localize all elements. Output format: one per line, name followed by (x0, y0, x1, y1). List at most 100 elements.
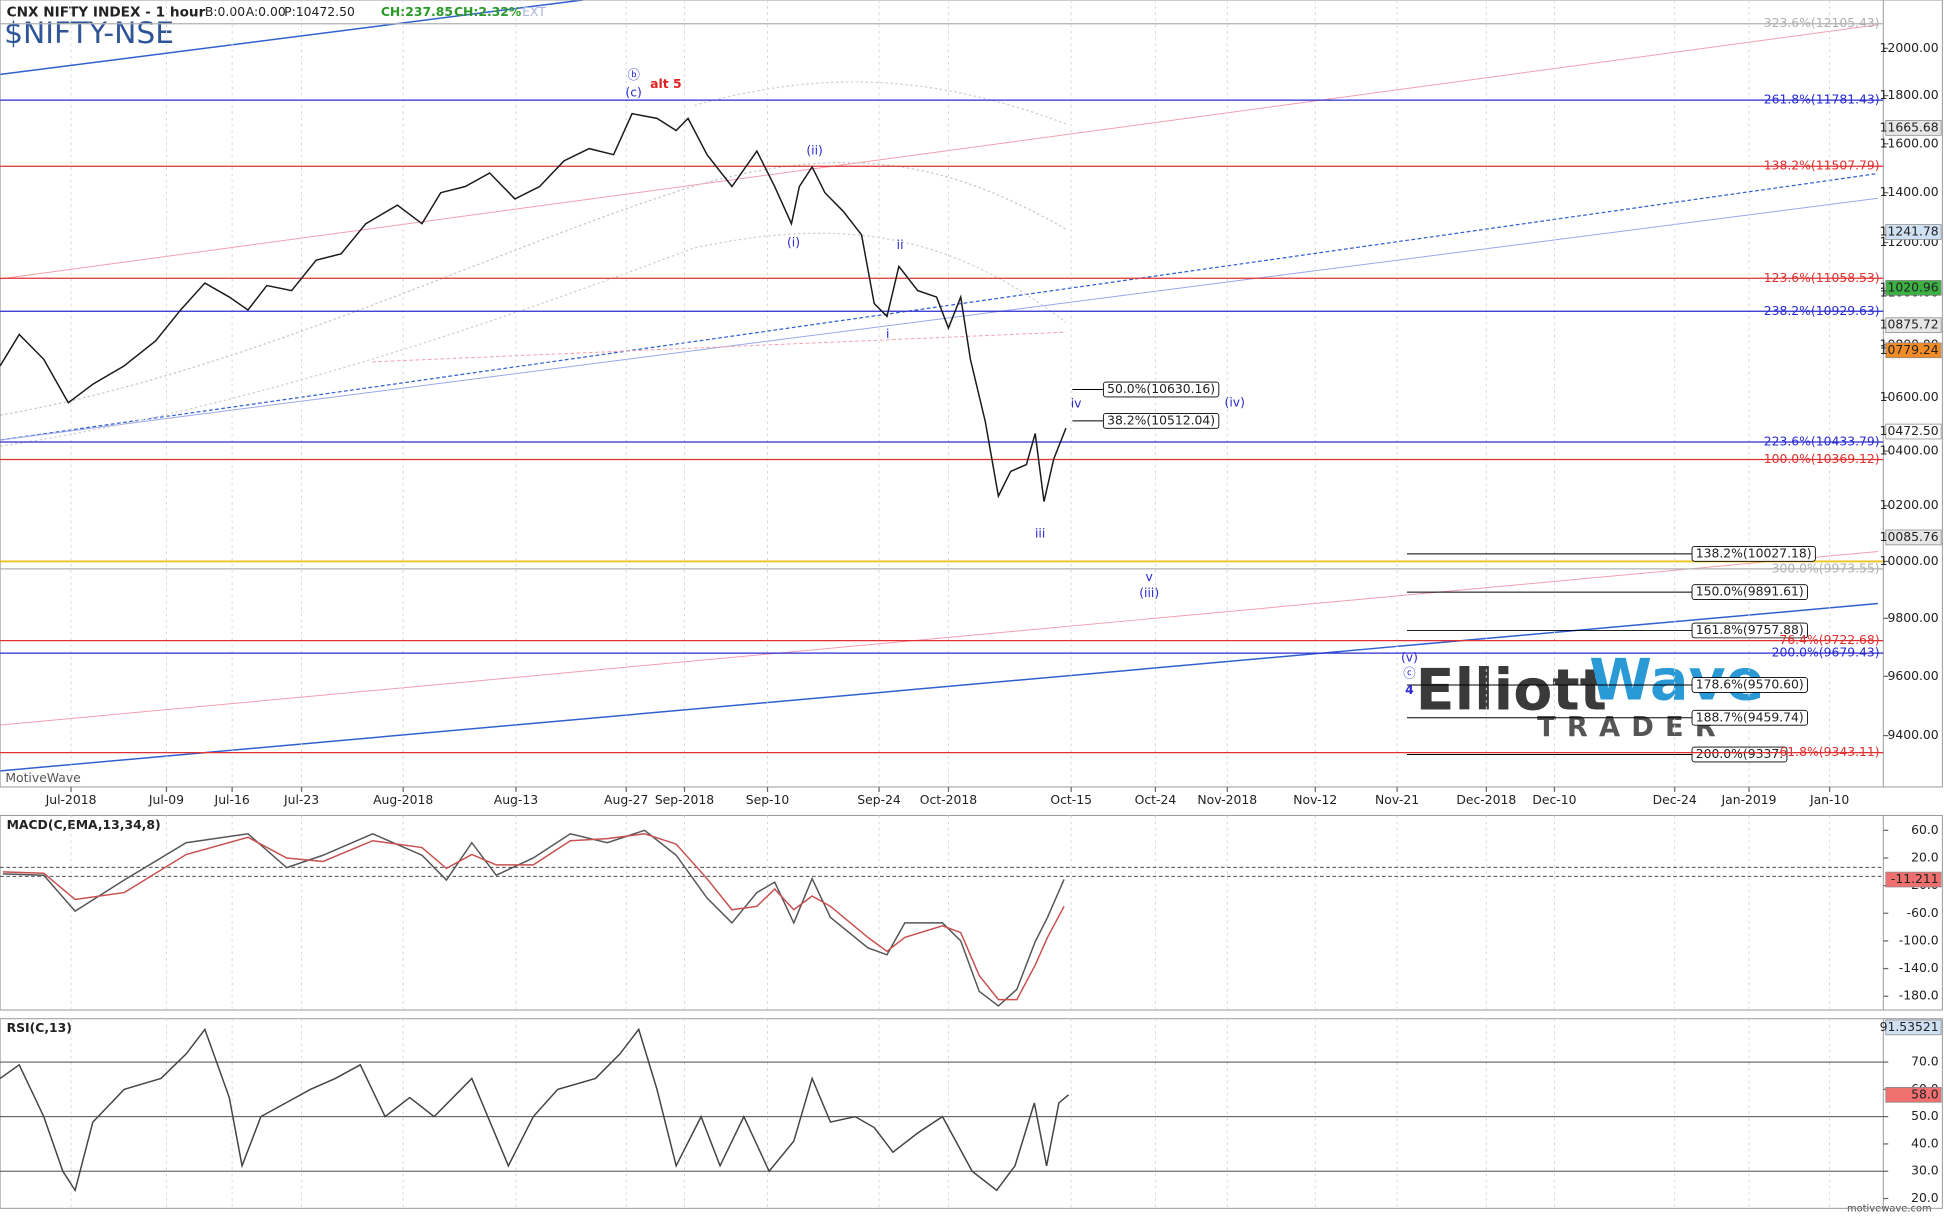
level-label: 200.0%(9337. (1696, 746, 1783, 761)
panel-title: RSI(C,13) (7, 1020, 72, 1035)
y-tick-label: 10400.00 (1880, 443, 1939, 458)
wave-label: (iv) (1225, 394, 1245, 409)
price-tag-label: 10472.50 (1880, 423, 1939, 438)
x-tick-label: Sep-2018 (655, 792, 714, 807)
y-tick-label: 20.0 (1911, 849, 1939, 864)
y-tick-label: 70.0 (1911, 1054, 1939, 1069)
x-tick-label: Jul-09 (148, 792, 184, 807)
chart-title: CNX NIFTY INDEX - 1 hour (7, 4, 206, 20)
y-tick-label: 50.0 (1911, 1108, 1939, 1123)
series-line (0, 1027, 1070, 1193)
y-tick-label: -100.0 (1899, 932, 1939, 947)
level-label: 323.6%(12105.43) (1764, 15, 1880, 30)
level-box (1102, 381, 1220, 398)
y-tick-label: -60.0 (1907, 905, 1939, 920)
level-box (1691, 746, 1788, 763)
wave-label: v (1146, 569, 1153, 584)
x-tick-label: Jul-16 (214, 792, 250, 807)
quote-field: B:0.00 (205, 4, 245, 19)
trendline (0, 197, 1878, 441)
y-tick-label: 11600.00 (1880, 135, 1939, 150)
trendlines (0, 0, 1879, 772)
level-label: 123.6%(11058.53) (1764, 270, 1880, 285)
level-label: 76.4%(9722.68) (1779, 632, 1879, 647)
quote-field: P:10472.50 (284, 4, 355, 19)
x-tick-label: Dec-2018 (1456, 792, 1516, 807)
price-tag (1885, 871, 1942, 888)
level-box (1691, 622, 1808, 639)
price-tag-label: 10085.76 (1880, 529, 1939, 544)
wave-label: iv (1071, 396, 1082, 411)
watermark: MotiveWave (5, 770, 80, 785)
x-tick-label: Nov-12 (1293, 792, 1337, 807)
x-tick-label: Jan-10 (1809, 792, 1849, 807)
wave-label: ⓒ (1403, 666, 1415, 681)
wave-label: (c) (625, 84, 641, 99)
footer: motivewave.com (1847, 1203, 1932, 1214)
level-label: 178.6%(9570.60) (1696, 676, 1804, 691)
price-tag (1885, 1019, 1942, 1036)
level-label: 188.7%(9459.74) (1696, 709, 1804, 724)
panel-frame (0, 814, 1943, 1011)
y-tick-label: 10600.00 (1880, 389, 1939, 404)
level-label: 150.0%(9891.61) (1696, 584, 1804, 599)
level-label: 161.8%(9757.88) (1696, 622, 1804, 637)
level-box (1691, 709, 1808, 726)
level-label: 261.8%(11781.43) (1764, 92, 1880, 107)
x-tick-label: Aug-27 (604, 792, 648, 807)
trendline (0, 24, 1879, 280)
level-label: 38.2%(10512.04) (1107, 412, 1215, 427)
y-tick-label: 12000.00 (1880, 40, 1939, 55)
price-tag-label: 10779.24 (1880, 342, 1939, 357)
logo-text: Elliott (1416, 658, 1607, 724)
x-tick-label: Jul-23 (283, 792, 319, 807)
level-box (1691, 584, 1808, 601)
level-box (1691, 677, 1808, 693)
price-tag (1885, 120, 1942, 136)
x-tick-label: Aug-2018 (373, 792, 433, 807)
wave-label: ⓑ (627, 67, 639, 82)
y-tick-label: 9800.00 (1887, 610, 1938, 625)
trendline (0, 602, 1878, 772)
wave-label: ii (897, 237, 904, 252)
price-tag-label: 11665.68 (1880, 119, 1939, 134)
envelope (0, 162, 1067, 416)
series-line (2, 833, 1065, 1001)
price-tag-label: 10875.72 (1880, 317, 1939, 332)
price-tag (1885, 1087, 1942, 1103)
price-tag-label: 11241.78 (1880, 224, 1939, 239)
level-box (1102, 413, 1220, 429)
panel-frame (0, 1018, 1943, 1209)
price-tag-label: -11.211 (1891, 871, 1939, 886)
y-tick-label: -180.0 (1899, 988, 1939, 1003)
wave-label: (i) (787, 234, 800, 249)
wave-label: i (886, 326, 889, 341)
panel-title: MACD(C,EMA,13,34,8) (7, 817, 161, 832)
series-line (0, 112, 1067, 502)
x-tick-label: Dec-24 (1653, 792, 1697, 807)
x-tick-label: Jul-2018 (45, 792, 97, 807)
level-label: 50.0%(10630.16) (1107, 381, 1215, 396)
symbol: $NIFTY-NSE (4, 16, 174, 51)
x-tick-label: Nov-21 (1375, 792, 1419, 807)
level-label: 138.2%(10027.18) (1696, 545, 1812, 560)
level-label: 100.0%(10369.12) (1764, 451, 1880, 466)
wave-label: 4 (1405, 682, 1414, 697)
level-label: 138.2%(11507.79) (1764, 158, 1880, 173)
y-tick-label: 20.0 (1911, 1190, 1939, 1205)
x-tick-label: Sep-10 (746, 792, 790, 807)
x-tick-label: Sep-24 (857, 792, 901, 807)
x-tick-label: Oct-15 (1050, 792, 1092, 807)
price-tag-label: 11020.96 (1880, 279, 1939, 294)
panel-frame (0, 0, 1943, 788)
trendline (0, 172, 1879, 441)
trendline (0, 550, 1878, 726)
y-tick-label: 10000.00 (1880, 553, 1939, 568)
change: CH:2.32% (454, 4, 521, 19)
series-line (2, 829, 1065, 1007)
ext-label: EXT (522, 4, 546, 19)
level-box (1691, 545, 1816, 562)
wave-label: (ii) (806, 143, 823, 158)
